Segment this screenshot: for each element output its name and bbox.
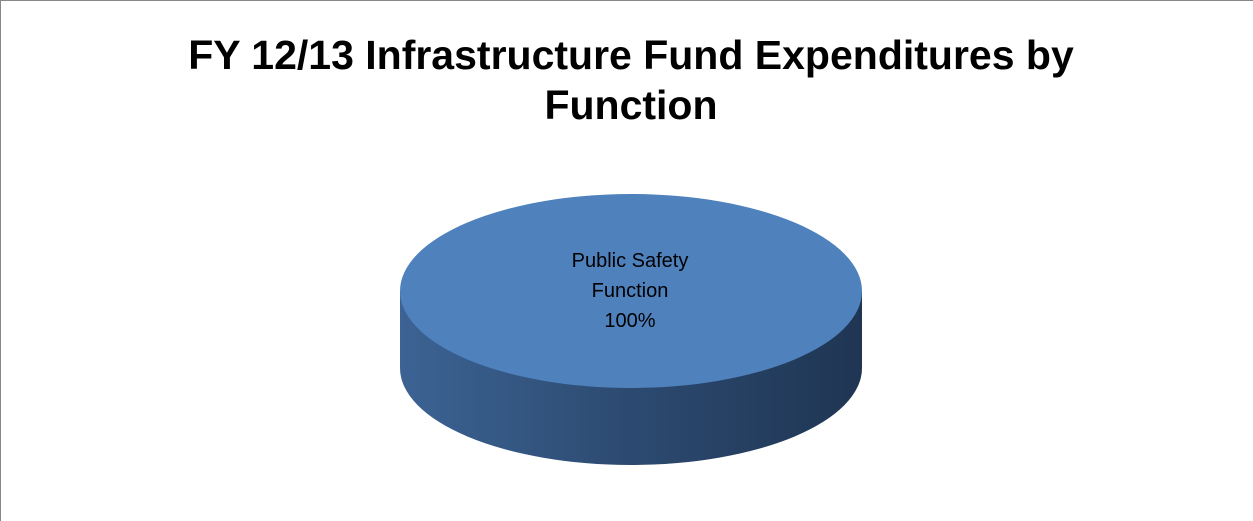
pie-top: [400, 194, 862, 388]
data-label: Public Safety Function 100%: [560, 246, 700, 336]
chart-title: FY 12/13 Infrastructure Fund Expenditure…: [188, 32, 1074, 128]
label-value: 100%: [604, 310, 656, 332]
pie-slice: [400, 194, 862, 465]
label-category: Public Safety Function: [571, 250, 689, 302]
